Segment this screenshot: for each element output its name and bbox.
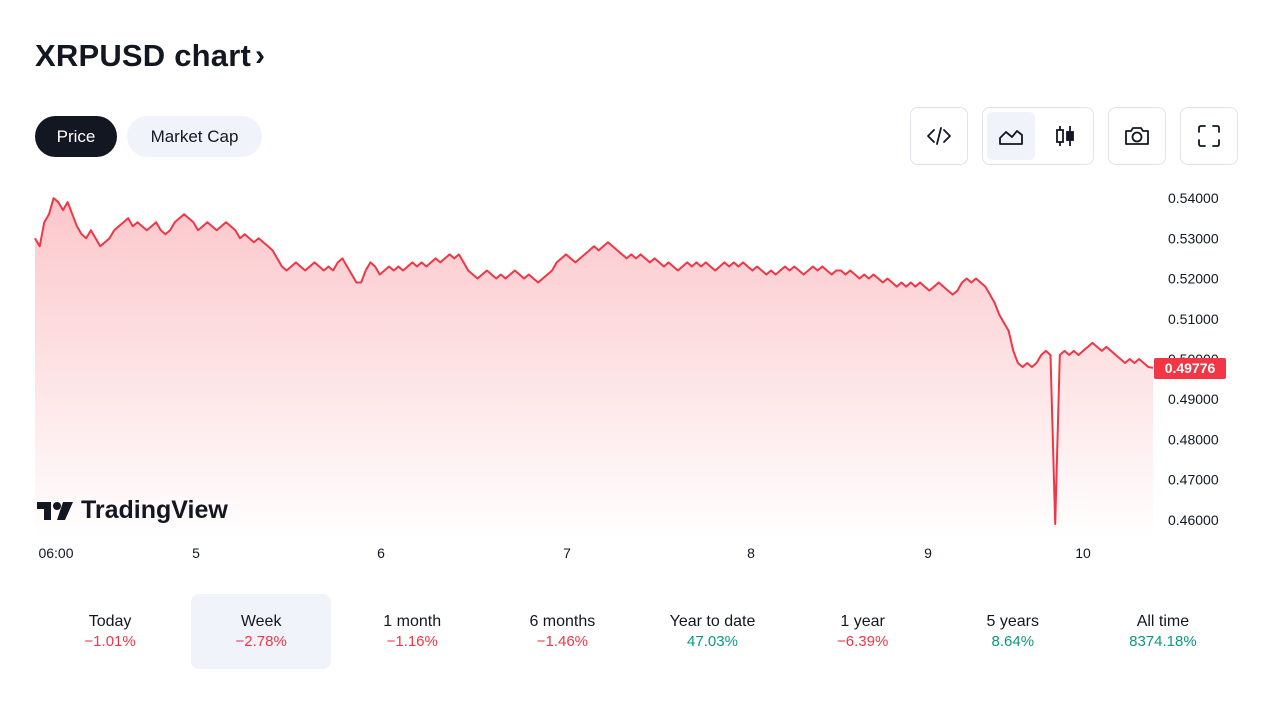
period-6-months[interactable]: 6 months −1.46% [487,594,637,669]
y-axis: 0.540000.530000.520000.510000.500000.490… [1168,190,1219,528]
period-change: 47.03% [687,633,738,650]
period-1-year[interactable]: 1 year −6.39% [788,594,938,669]
fullscreen-button[interactable] [1180,107,1238,165]
period-week[interactable]: Week −2.78% [191,594,332,669]
period-change: −2.78% [235,633,287,650]
period-change: −1.16% [386,633,438,650]
period-label: 6 months [529,613,596,630]
tab-market-cap[interactable]: Market Cap [127,116,262,157]
tradingview-logo: TradingView [37,496,228,525]
period-label: 1 year [840,613,885,630]
x-axis: 06:00 5 6 7 8 9 10 [38,545,1091,561]
page-title[interactable]: XRPUSD chart › [35,38,265,74]
period-label: 5 years [986,613,1039,630]
tab-price[interactable]: Price [35,116,117,157]
x-tick-label: 6 [377,545,385,561]
period-change: 8374.18% [1129,633,1197,650]
period-selector: Today −1.01% Week −2.78% 1 month −1.16% 6 mont… [35,594,1238,669]
area-style-button[interactable] [987,112,1035,160]
period-label: Today [88,613,132,630]
x-tick-label: 10 [1075,545,1091,561]
period-label: 1 month [383,613,442,630]
candlestick-icon [1056,126,1074,146]
y-tick-label: 0.47000 [1168,472,1219,488]
period-change: −1.46% [536,633,588,650]
period-change: −6.39% [836,633,889,650]
chart-style-group [982,107,1094,165]
y-tick-label: 0.52000 [1168,271,1219,287]
y-tick-label: 0.49000 [1168,391,1219,407]
period-all-time[interactable]: All time 8374.18% [1088,594,1238,669]
code-icon [927,127,951,145]
embed-button[interactable] [910,107,968,165]
y-tick-label: 0.53000 [1168,230,1219,246]
period-change: 8.64% [991,633,1035,650]
period-label: All time [1136,613,1190,630]
period-today[interactable]: Today −1.01% [35,594,185,669]
x-tick-label: 8 [747,545,755,561]
x-tick-label: 5 [192,545,200,561]
price-line [34,197,1154,525]
x-tick-label: 06:00 [38,545,73,561]
y-tick-label: 0.51000 [1168,311,1219,327]
tab-market-cap-label: Market Cap [150,126,239,146]
title-text: XRPUSD chart [35,38,252,73]
period-1-month[interactable]: 1 month −1.16% [337,594,487,669]
y-tick-label: 0.54000 [1168,190,1219,206]
chevron-right-icon: › [255,39,266,72]
svg-text:0.49776: 0.49776 [1165,360,1216,376]
tradingview-wordmark: TradingView [81,496,228,524]
price-area-fill [35,198,1153,540]
y-tick-label: 0.46000 [1168,512,1219,528]
area-chart-icon [999,130,1023,145]
tradingview-logo-icon [37,501,73,520]
period-change: −1.01% [84,633,136,650]
candle-style-button[interactable] [1041,112,1089,160]
period-5-years[interactable]: 5 years 8.64% [938,594,1088,669]
snapshot-button[interactable] [1108,107,1166,165]
camera-icon [1125,127,1149,145]
period-label: Week [240,613,282,630]
price-chart[interactable]: 0.540000.530000.520000.510000.500000.490… [0,0,1280,580]
tab-price-label: Price [56,126,96,146]
x-tick-label: 7 [563,545,571,561]
period-year-to-date[interactable]: Year to date 47.03% [637,594,787,669]
last-price-label: 0.49776 [1154,358,1226,380]
period-label: Year to date [669,613,756,630]
fullscreen-icon [1198,125,1220,147]
x-tick-label: 9 [924,545,932,561]
y-tick-label: 0.48000 [1168,431,1219,447]
